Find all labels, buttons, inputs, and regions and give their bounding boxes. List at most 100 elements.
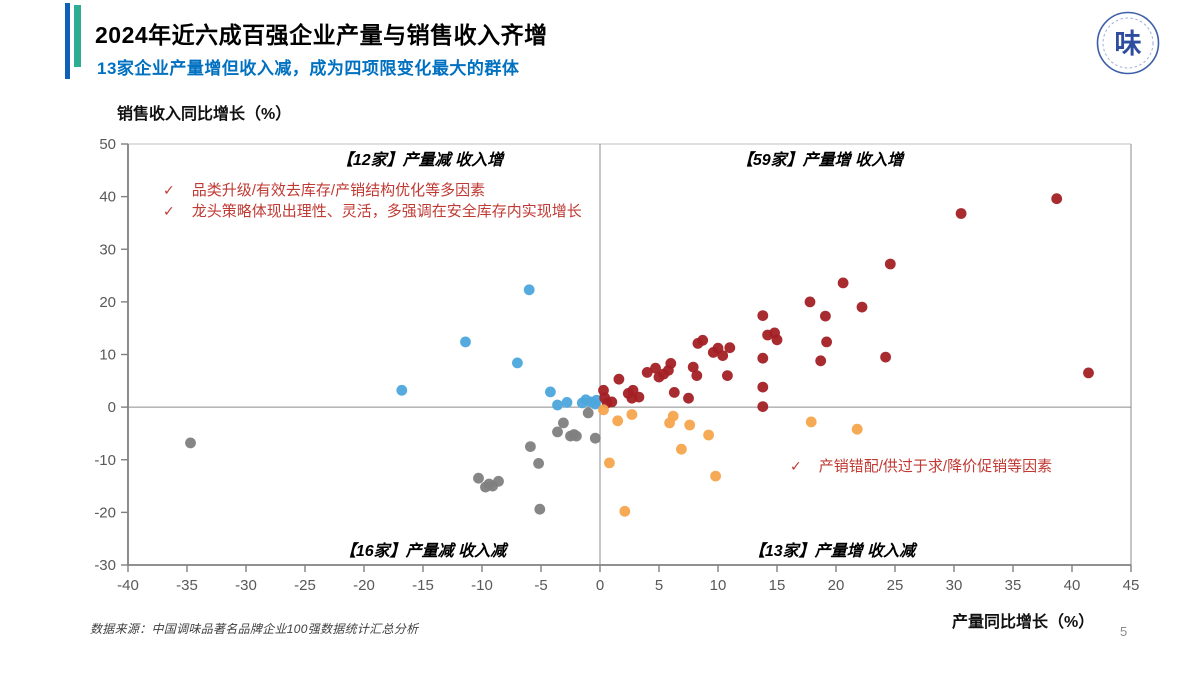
annotation-line: ✓ 龙头策略体现出理性、灵活，多强调在安全库存内实现增长 <box>163 201 582 222</box>
data-point <box>185 437 196 449</box>
x-tick-label: -10 <box>471 577 493 594</box>
y-tick-label: -20 <box>94 504 116 521</box>
x-tick-label: -35 <box>176 577 198 594</box>
data-point <box>534 503 546 515</box>
x-tick-label: 45 <box>1123 577 1140 594</box>
x-tick-label: -25 <box>294 577 316 594</box>
data-point <box>665 358 677 369</box>
data-point <box>667 410 679 422</box>
association-logo-icon: 味 <box>1096 11 1160 75</box>
logo-glyph: 味 <box>1115 29 1142 60</box>
data-point <box>533 458 544 469</box>
x-tick-label: -40 <box>117 577 139 594</box>
y-tick-label: -10 <box>94 452 116 469</box>
data-point <box>955 208 967 219</box>
check-icon: ✓ <box>790 458 802 474</box>
y-tick-label: 30 <box>99 241 116 258</box>
data-source-note: 数据来源：中国调味品著名品牌企业100强数据统计汇总分析 <box>90 622 419 636</box>
data-point <box>619 505 631 517</box>
data-point <box>613 373 625 385</box>
data-point <box>641 367 653 378</box>
data-point <box>561 397 573 408</box>
annotation-top-left: ✓ 品类升级/有效去库存/产销结构优化等多因素 ✓ 龙头策略体现出理性、灵活，多… <box>163 180 582 222</box>
x-tick-label: -20 <box>353 577 375 594</box>
annotation-line: ✓ 品类升级/有效去库存/产销结构优化等多因素 <box>163 180 582 201</box>
x-tick-label: 0 <box>596 577 604 594</box>
data-point <box>821 336 832 348</box>
data-point <box>703 429 714 441</box>
annotation-text: 产销错配/供过于求/降价促销等因素 <box>818 458 1053 475</box>
data-point <box>805 416 817 428</box>
quadrant-label-top-right: 【59家】产量增 收入增 <box>736 152 904 169</box>
x-tick-label: -5 <box>534 577 547 594</box>
data-point <box>598 404 609 416</box>
page-title: 2024年近六成百强企业产量与销售收入齐增 <box>95 22 548 48</box>
quadrant-label-top-left: 【12家】产量减 收入增 <box>336 152 504 169</box>
data-point <box>837 277 849 289</box>
y-tick-label: 0 <box>108 399 116 416</box>
data-point <box>757 381 769 393</box>
data-point <box>591 394 602 406</box>
data-point <box>650 362 661 374</box>
data-point <box>633 391 645 403</box>
data-point <box>582 407 594 419</box>
annotation-text: 品类升级/有效去库存/产销结构优化等多因素 <box>191 182 486 199</box>
data-point <box>523 284 535 296</box>
data-point <box>757 401 769 412</box>
check-icon: ✓ <box>163 203 175 219</box>
data-point <box>604 457 615 469</box>
data-point <box>396 384 408 396</box>
x-tick-label: 10 <box>710 577 727 594</box>
data-point <box>612 415 624 427</box>
data-point <box>691 370 703 381</box>
page-number: 5 <box>1120 624 1128 639</box>
data-point <box>687 361 699 373</box>
data-point <box>552 399 563 411</box>
data-point <box>589 432 601 444</box>
quadrant-label-bottom-right: 【13家】产量增 收入减 <box>748 543 916 560</box>
data-point <box>512 357 523 369</box>
y-tick-label: 10 <box>99 347 116 364</box>
data-point <box>757 352 769 364</box>
y-tick-label: 50 <box>99 136 116 153</box>
data-point <box>757 310 769 321</box>
data-point <box>558 417 569 429</box>
data-point <box>717 350 729 361</box>
x-tick-label: 40 <box>1064 577 1081 594</box>
x-tick-label: 30 <box>946 577 963 594</box>
data-point <box>460 336 471 348</box>
data-point <box>856 301 868 313</box>
data-point <box>683 392 694 404</box>
x-tick-label: -15 <box>412 577 434 594</box>
accent-bar-blue <box>65 3 70 79</box>
data-point <box>473 472 484 484</box>
data-point <box>676 443 687 455</box>
data-point <box>724 342 736 354</box>
data-point <box>884 258 896 270</box>
data-point <box>804 296 816 308</box>
data-point <box>668 387 680 398</box>
data-point <box>880 351 891 363</box>
data-point <box>552 426 563 438</box>
data-point <box>545 386 556 398</box>
data-point <box>606 396 618 408</box>
data-point <box>710 470 721 482</box>
x-tick-label: 20 <box>828 577 845 594</box>
data-point <box>1083 367 1094 379</box>
data-point <box>851 423 863 435</box>
y-tick-label: 40 <box>99 189 116 206</box>
x-tick-label: -30 <box>235 577 257 594</box>
x-tick-label: 5 <box>655 577 663 594</box>
x-tick-label: 15 <box>769 577 786 594</box>
data-point <box>820 310 831 322</box>
data-point <box>684 419 696 431</box>
data-point <box>1051 193 1063 205</box>
annotation-text: 龙头策略体现出理性、灵活，多强调在安全库存内实现增长 <box>191 203 582 220</box>
y-axis-title: 销售收入同比增长（%） <box>117 106 292 123</box>
y-tick-label: 20 <box>99 294 116 311</box>
data-point <box>626 409 638 420</box>
quadrant-label-bottom-left: 【16家】产量减 收入减 <box>339 543 507 560</box>
data-point <box>571 430 582 442</box>
